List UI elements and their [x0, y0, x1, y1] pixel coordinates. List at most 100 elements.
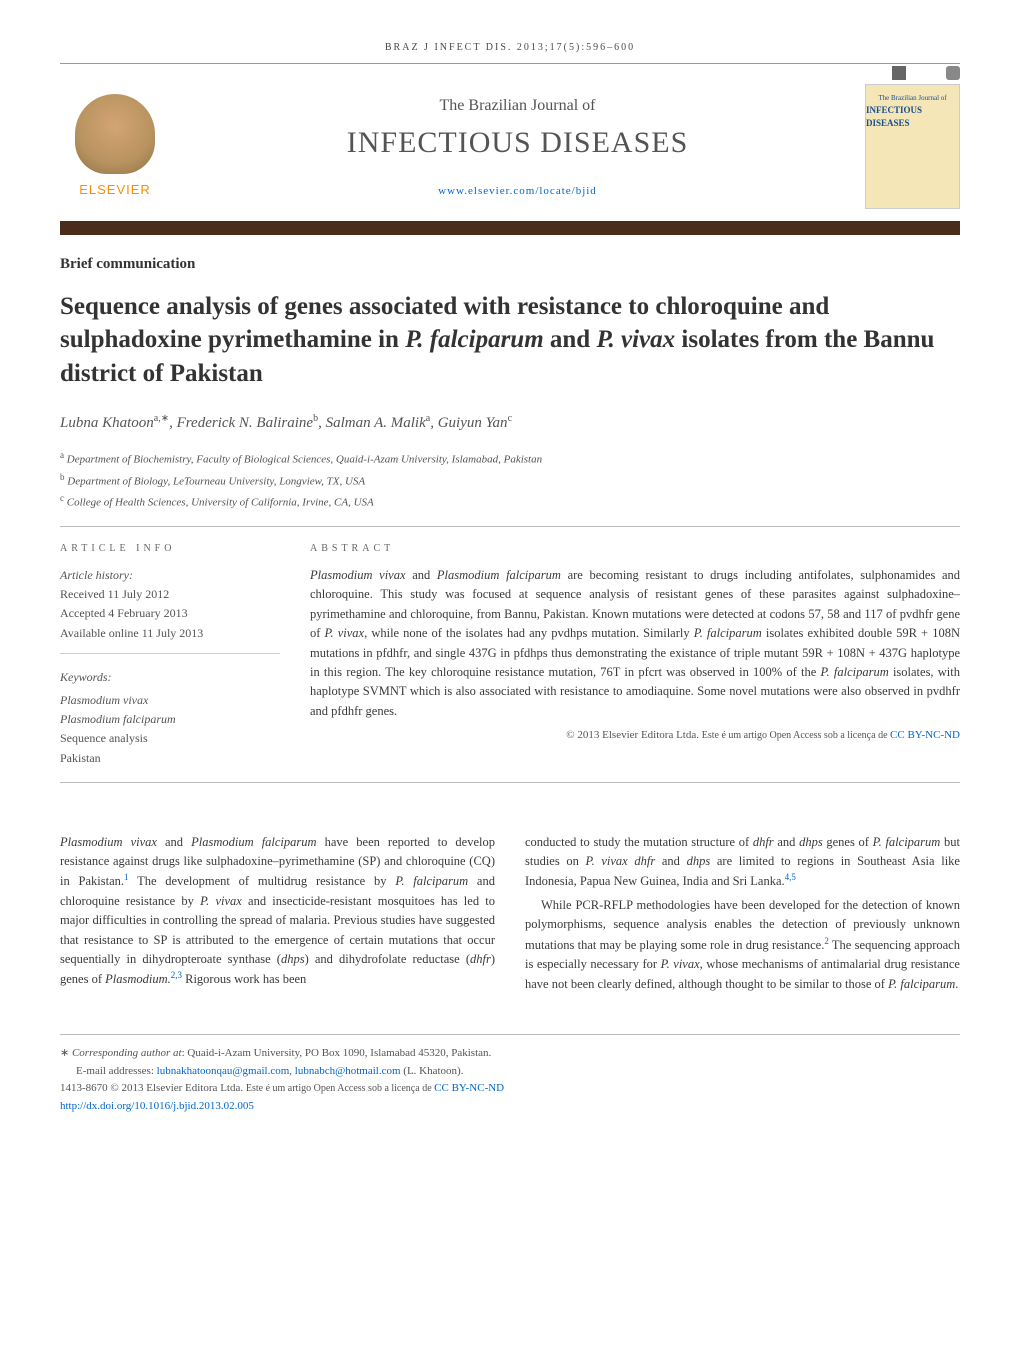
article-history: Article history: Received 11 July 2012 A… [60, 566, 280, 768]
corr-rest: : Quaid-i-Azam University, PO Box 1090, … [182, 1047, 492, 1059]
body-para-2: conducted to study the mutation structur… [525, 833, 960, 892]
elsevier-logo: ELSEVIER [60, 87, 170, 207]
email-tail: (L. Khatoon). [401, 1065, 464, 1077]
journal-title: INFECTIOUS DISEASES [170, 120, 865, 165]
article-info-column: ARTICLE INFO Article history: Received 1… [60, 541, 280, 768]
section-label: Brief communication [60, 253, 960, 276]
corr-label: Corresponding author at [72, 1047, 182, 1059]
info-abstract-row: ARTICLE INFO Article history: Received 1… [60, 541, 960, 768]
rule-above-info [60, 526, 960, 527]
flag-icon [892, 66, 906, 80]
running-head: BRAZ J INFECT DIS. 2013;17(5):596–600 [60, 40, 960, 55]
b-em2: Plasmodium falciparum [191, 835, 316, 849]
copyright-mid: Este é um artigo Open Access sob a licen… [702, 730, 890, 741]
online-date: Available online 11 July 2013 [60, 624, 280, 643]
c2-em2: dhps [799, 835, 823, 849]
copyright-pre: © 2013 Elsevier Editora Ltda. [566, 729, 701, 741]
authors-line: Lubna Khatoona,∗, Frederick N. Baliraine… [60, 411, 960, 435]
cover-toolbar [892, 66, 960, 80]
title-species-1: P. falciparum [405, 326, 543, 353]
body-columns: Plasmodium vivax and Plasmodium falcipar… [60, 833, 960, 994]
resize-icon [946, 66, 960, 80]
abs-em3: P. vivax [325, 626, 365, 640]
b-t15: Rigorous work has been [182, 973, 306, 987]
keyword-3: Sequence analysis [60, 729, 280, 748]
corr-asterisk: ∗ [60, 1047, 72, 1059]
author-3-aff: a [426, 413, 430, 424]
footer-block: ∗ Corresponding author at: Quaid-i-Azam … [60, 1034, 960, 1115]
body-column-left: Plasmodium vivax and Plasmodium falcipar… [60, 833, 495, 994]
keyword-2: Plasmodium falciparum [60, 710, 280, 729]
b-t5: The development of multidrug resistance … [129, 875, 396, 889]
elsevier-tree-icon [75, 94, 155, 174]
journal-title-block: The Brazilian Journal of INFECTIOUS DISE… [170, 94, 865, 200]
b-em5: dhps [281, 952, 305, 966]
affiliation-c: College of Health Sciences, University o… [67, 496, 374, 508]
cc-link[interactable]: CC BY-NC-ND [890, 729, 960, 741]
abstract-copyright: © 2013 Elsevier Editora Ltda. Este é um … [310, 727, 960, 744]
author-2: Frederick N. Baliraine [177, 415, 314, 431]
abstract-column: ABSTRACT Plasmodium vivax and Plasmodium… [310, 541, 960, 768]
c2-t3: and [774, 835, 799, 849]
abs-em1: Plasmodium vivax [310, 568, 406, 582]
issn-text: 1413-8670 © 2013 Elsevier Editora Ltda. [60, 1082, 246, 1094]
journal-subtitle: The Brazilian Journal of [170, 94, 865, 118]
cover-subtitle: The Brazilian Journal of [878, 93, 946, 104]
body-column-right: conducted to study the mutation structur… [525, 833, 960, 994]
journal-cover-thumbnail: The Brazilian Journal of INFECTIOUS DISE… [865, 84, 960, 209]
body-para-3: While PCR-RFLP methodologies have been d… [525, 896, 960, 994]
c2-em4: P. vivax dhfr [586, 854, 656, 868]
ref-4-5[interactable]: 4,5 [785, 872, 796, 882]
elsevier-label: ELSEVIER [79, 180, 151, 200]
b-t11: ) and dihydrofolate reductase ( [305, 952, 470, 966]
author-1-aff: a,∗ [154, 413, 169, 424]
c2-t9: and [655, 854, 686, 868]
abs-em5: P. falciparum [821, 665, 889, 679]
keyword-4: Pakistan [60, 749, 280, 768]
abstract-head: ABSTRACT [310, 541, 960, 556]
body-para-1: Plasmodium vivax and Plasmodium falcipar… [60, 833, 495, 990]
keyword-1: Plasmodium vivax [60, 691, 280, 710]
header-row: ELSEVIER The Brazilian Journal of INFECT… [60, 84, 960, 209]
c2p2-em1: P. vivax [661, 957, 700, 971]
doi-link[interactable]: http://dx.doi.org/10.1016/j.bjid.2013.02… [60, 1100, 254, 1112]
title-part-mid: and [544, 326, 597, 353]
affiliations: a Department of Biochemistry, Faculty of… [60, 448, 960, 512]
received-date: Received 11 July 2012 [60, 585, 280, 604]
c2-em5: dhps [687, 854, 711, 868]
author-4: Guiyun Yan [438, 415, 508, 431]
c2-t1: conducted to study the mutation structur… [525, 835, 753, 849]
ref-2-3[interactable]: 2,3 [171, 970, 182, 980]
doi-line: http://dx.doi.org/10.1016/j.bjid.2013.02… [60, 1098, 960, 1116]
keywords-label: Keywords: [60, 668, 280, 687]
issn-line: 1413-8670 © 2013 Elsevier Editora Ltda. … [60, 1080, 960, 1098]
rule-below-abstract [60, 782, 960, 783]
c2-em3: P. falciparum [873, 835, 941, 849]
abs-t6: , while none of the isolates had any pvd… [364, 626, 694, 640]
email-link-1[interactable]: lubnakhatoonqau@gmail.com [157, 1065, 290, 1077]
author-4-aff: c [508, 413, 512, 424]
c2p2-t6: . [955, 977, 958, 991]
author-3: Salman A. Malik [326, 415, 426, 431]
accepted-date: Accepted 4 February 2013 [60, 604, 280, 623]
email-label: E-mail addresses: [76, 1065, 157, 1077]
author-1: Lubna Khatoon [60, 415, 154, 431]
email-link-2[interactable]: lubnabch@hotmail.com [295, 1065, 401, 1077]
cover-title-main: INFECTIOUS DISEASES [866, 104, 959, 131]
divider-bar [60, 221, 960, 235]
author-2-aff: b [313, 413, 318, 424]
abs-em2: Plasmodium falciparum [437, 568, 561, 582]
abstract-text: Plasmodium vivax and Plasmodium falcipar… [310, 566, 960, 721]
b-t2: and [157, 835, 191, 849]
b-em6: dhfr [470, 952, 491, 966]
oa-cc-link[interactable]: CC BY-NC-ND [434, 1082, 504, 1094]
journal-url-link[interactable]: www.elsevier.com/locate/bjid [170, 183, 865, 200]
affiliation-a: Department of Biochemistry, Faculty of B… [67, 454, 542, 466]
history-label: Article history: [60, 566, 280, 585]
abs-em4: P. falciparum [694, 626, 762, 640]
oa-text: Este é um artigo Open Access sob a licen… [246, 1083, 434, 1094]
article-title: Sequence analysis of genes associated wi… [60, 290, 960, 391]
b-em3: P. falciparum [395, 875, 468, 889]
b-em4: P. vivax [200, 894, 242, 908]
abs-t2: and [406, 568, 437, 582]
